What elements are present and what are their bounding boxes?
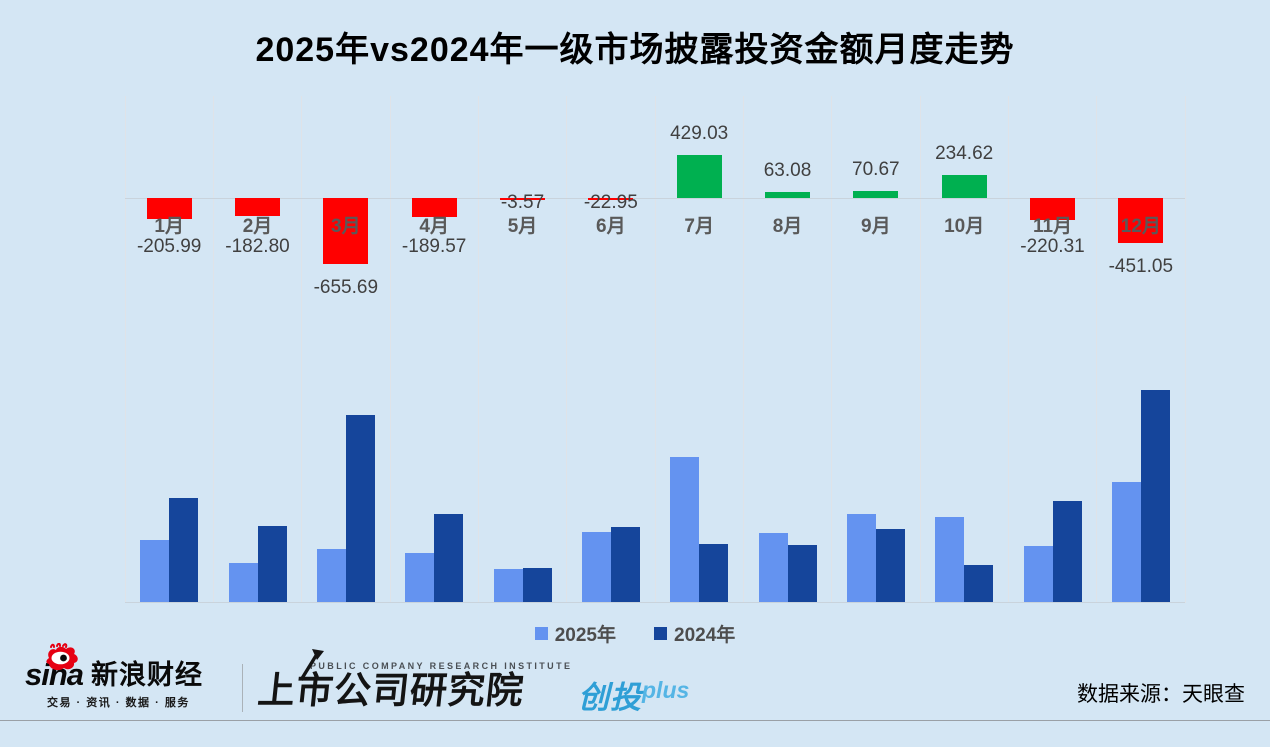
- bar-2025: [316, 548, 346, 602]
- footer-rule: [0, 720, 1270, 721]
- gridline-vertical: [566, 96, 568, 603]
- gridline-vertical: [919, 96, 921, 603]
- diff-value-label: -3.57: [500, 192, 545, 213]
- gridline-vertical: [1184, 96, 1186, 603]
- diff-value-label: 429.03: [670, 123, 729, 145]
- institute-logo-block: PUBLIC COMPANY RESEARCH INSTITUTE 上市公司研究…: [256, 649, 573, 711]
- diff-bar-negative: [411, 198, 457, 217]
- gridline-vertical: [654, 96, 656, 603]
- sina-flame-icon: [43, 642, 81, 676]
- bar-2025: [493, 568, 523, 602]
- legend-item-2025: 2025年: [534, 620, 616, 647]
- bar-2025: [405, 553, 435, 602]
- baseline-axis-line: [125, 602, 1185, 603]
- zero-axis-line: [125, 198, 1185, 199]
- bar-2024: [964, 564, 994, 602]
- diff-value-label: -655.69: [313, 276, 379, 298]
- gridline-vertical: [1007, 96, 1009, 603]
- diff-value-label: 63.08: [763, 159, 812, 181]
- diff-bar-negative: [500, 198, 545, 200]
- month-label: 9月: [861, 216, 891, 237]
- bar-2025: [581, 532, 611, 602]
- month-label: 3月: [331, 216, 361, 237]
- chart-plot: 1月 -205.99 2月 -182.80 3月 -655.69 4月 -189.57 5月 -3…: [124, 96, 1186, 603]
- bar-2024: [787, 545, 817, 602]
- bar-2024: [610, 527, 640, 602]
- diff-value-label: 234.62: [935, 142, 994, 164]
- gridline-vertical: [301, 96, 303, 603]
- bar-2025: [758, 532, 788, 602]
- diff-value-label: 70.67: [852, 158, 900, 180]
- footer-divider: [242, 664, 243, 712]
- gridline-vertical: [1096, 96, 1098, 603]
- gridline-vertical: [212, 96, 214, 603]
- gridline-vertical: [742, 96, 744, 603]
- diff-bar-negative: [146, 198, 192, 219]
- bar-2024: [434, 514, 464, 602]
- sina-logo-block: sina 新浪财经 交易 · 资讯 · 数据 · 服务: [25, 642, 240, 710]
- bar-2024: [522, 568, 552, 602]
- month-label: 11月: [1032, 216, 1073, 237]
- diff-value-label: -189.57: [401, 236, 467, 257]
- diff-bar-positive: [676, 155, 722, 198]
- chuangtou-plus-logo: 创投plus: [578, 672, 689, 717]
- bar-2024: [875, 528, 905, 602]
- bar-2024: [1140, 389, 1170, 602]
- chart-title: 2025年vs2024年一级市场披露投资金额月度走势: [255, 31, 1015, 69]
- month-label: 7月: [684, 216, 714, 237]
- diff-value-label: -220.31: [1020, 236, 1085, 257]
- sina-brand-text: 新浪财经: [91, 660, 204, 690]
- diff-bar-positive: [941, 174, 987, 198]
- month-label: 1月: [154, 216, 184, 237]
- sina-tagline: 交易 · 资讯 · 数据 · 服务: [47, 697, 190, 709]
- bar-2025: [846, 514, 876, 602]
- bar-2024: [257, 525, 287, 602]
- bar-2024: [699, 544, 729, 602]
- diff-bar-negative: [235, 198, 280, 217]
- gridline-vertical: [477, 96, 479, 603]
- diff-bar-positive: [765, 191, 810, 198]
- month-label: 6月: [596, 216, 626, 237]
- month-label: 8月: [772, 216, 803, 237]
- bar-2025: [1023, 546, 1053, 602]
- bar-2024: [345, 415, 375, 602]
- diff-bar-positive: [853, 190, 899, 198]
- legend-item-2024: 2024年: [654, 620, 735, 647]
- month-label: 10月: [944, 216, 985, 237]
- diff-bar-negative: [1118, 198, 1164, 244]
- chuangtou-text: 创投: [578, 680, 642, 715]
- data-source-label: 数据来源：天眼查: [1077, 683, 1245, 706]
- plus-text: plus: [642, 677, 690, 703]
- institute-name-en: PUBLIC COMPANY RESEARCH INSTITUTE: [310, 661, 573, 671]
- month-label: 5月: [507, 216, 538, 237]
- bar-2025: [670, 456, 700, 602]
- gridline-vertical: [124, 96, 126, 603]
- bar-2025: [140, 539, 170, 602]
- arrow-up-icon: [296, 647, 326, 688]
- bar-2025: [935, 516, 965, 602]
- month-label: 4月: [419, 216, 449, 237]
- chart-legend: 2025年 2024年: [0, 620, 1270, 647]
- bar-2024: [1052, 501, 1082, 602]
- month-label: 12月: [1120, 216, 1161, 237]
- diff-bar-negative: [588, 198, 634, 201]
- gridline-vertical: [831, 96, 833, 603]
- bar-2025: [1111, 482, 1141, 602]
- diff-value-label: -205.99: [136, 236, 202, 257]
- diff-bar-negative: [323, 198, 369, 264]
- legend-swatch-2024: [654, 627, 667, 640]
- month-label: 2月: [242, 216, 273, 237]
- diff-value-label: -451.05: [1108, 256, 1174, 278]
- diff-bar-negative: [1030, 198, 1075, 221]
- gridline-vertical: [389, 96, 391, 603]
- diff-value-label: -182.80: [225, 236, 290, 257]
- bar-2025: [228, 563, 258, 602]
- legend-swatch-2025: [534, 627, 548, 640]
- legend-label-2024: 2024年: [674, 625, 736, 646]
- legend-label-2025: 2025年: [554, 625, 616, 646]
- bar-2024: [169, 497, 199, 602]
- diff-value-label: -22.95: [583, 192, 638, 213]
